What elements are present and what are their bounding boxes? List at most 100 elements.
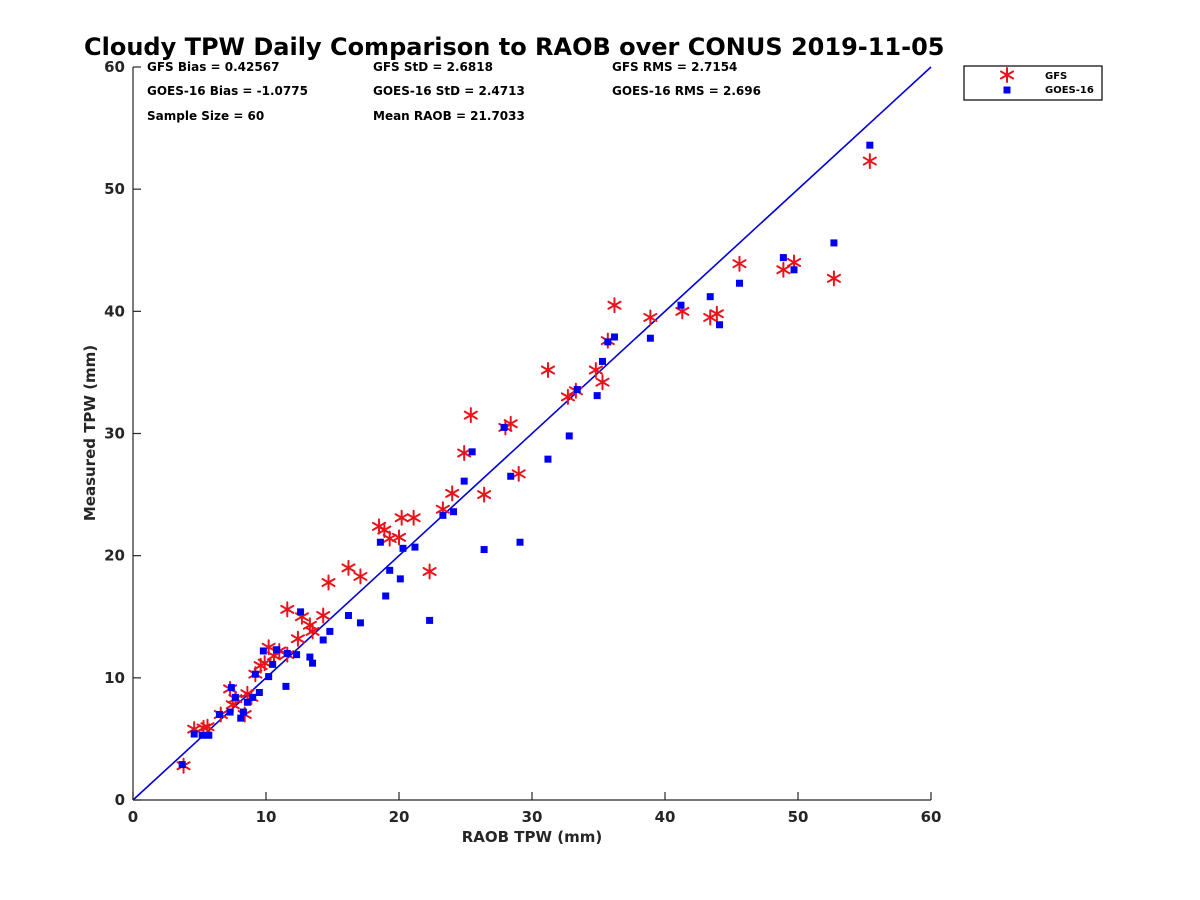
gfs-data-point — [463, 407, 478, 424]
axes: 0 10 20 30 40 50 60 0 10 20 30 40 50 60 — [104, 58, 941, 826]
legend-goes16-square — [1003, 86, 1011, 94]
goes16-data-point — [593, 392, 601, 400]
gfs-data-point — [732, 255, 747, 272]
goes16-data-point — [376, 538, 384, 546]
gfs-data-point — [257, 655, 272, 672]
goes16-data-point — [565, 432, 573, 440]
goes16-data-point — [735, 279, 743, 287]
x-tick-label: 50 — [788, 808, 809, 826]
goes16-data-point — [306, 653, 314, 661]
goes16-rms-stat: GOES-16 RMS = 2.696 — [612, 84, 761, 98]
goes16-data-point — [273, 646, 281, 654]
goes16-std-stat: GOES-16 StD = 2.4713 — [373, 84, 525, 98]
goes16-data-point — [604, 338, 612, 346]
x-tick-label: 10 — [256, 808, 277, 826]
goes16-data-point — [297, 608, 305, 616]
goes16-data-point — [198, 731, 206, 739]
goes16-data-point — [237, 714, 245, 722]
goes16-data-point — [255, 688, 263, 696]
x-tick-label: 60 — [921, 808, 942, 826]
gfs-data-point — [607, 297, 622, 314]
gfs-data-point — [826, 270, 841, 287]
goes16-data-point — [716, 321, 724, 329]
legend-gfs-label: GFS — [1045, 71, 1067, 82]
gfs-data-point — [422, 563, 437, 580]
gfs-data-point — [776, 261, 791, 278]
goes16-data-point — [226, 708, 234, 716]
goes16-data-point — [382, 592, 390, 600]
gfs-data-point — [595, 374, 610, 391]
goes16-data-point — [790, 266, 798, 274]
gfs-bias-stat: GFS Bias = 0.42567 — [147, 60, 279, 74]
x-tick-label: 0 — [128, 808, 138, 826]
goes16-data-point — [396, 575, 404, 583]
gfs-data-point — [588, 361, 603, 378]
goes16-data-point — [386, 566, 394, 574]
y-tick-label: 0 — [115, 791, 125, 809]
gfs-data-point — [321, 574, 336, 591]
goes16-data-point — [309, 659, 317, 667]
x-axis-label: RAOB TPW (mm) — [462, 828, 603, 846]
mean-raob-stat: Mean RAOB = 21.7033 — [373, 109, 525, 123]
goes16-data-point — [544, 455, 552, 463]
gfs-data-point — [862, 153, 877, 170]
y-tick-label: 60 — [104, 58, 125, 76]
gfs-data-point — [341, 559, 356, 576]
x-tick-label: 20 — [389, 808, 410, 826]
gfs-data-point — [305, 623, 320, 640]
legend: GFS GOES-16 — [963, 65, 1103, 101]
goes16-data-point — [706, 293, 714, 301]
goes16-data-point — [450, 508, 458, 516]
goes16-data-point — [439, 511, 447, 519]
y-tick-label: 40 — [104, 302, 125, 320]
goes16-data-point — [282, 682, 290, 690]
y-tick-label: 20 — [104, 547, 125, 565]
goes16-data-point — [326, 627, 334, 635]
legend-gfs-marker — [999, 67, 1015, 83]
goes16-data-point — [243, 698, 251, 706]
goes16-data-point — [573, 386, 581, 394]
chart-title: Cloudy TPW Daily Comparison to RAOB over… — [84, 33, 944, 61]
legend-gfs-asterisk — [999, 67, 1015, 83]
gfs-data-point — [200, 718, 215, 735]
goes16-data-point — [227, 684, 235, 692]
gfs-data-point — [394, 509, 409, 526]
y-axis-label: Measured TPW (mm) — [81, 345, 99, 521]
goes16-data-point — [344, 612, 352, 620]
y-tick-label: 30 — [104, 425, 125, 443]
gfs-data-point — [391, 529, 407, 546]
goes16-data-point — [779, 254, 787, 262]
goes16-data-point — [259, 647, 267, 655]
goes16-data-point — [480, 546, 488, 554]
goes16-data-point — [460, 477, 468, 485]
goes16-data-point — [426, 616, 434, 624]
gfs-data-point — [560, 388, 575, 405]
gfs-data-point — [290, 630, 305, 647]
goes16-data-point — [610, 333, 618, 341]
gfs-data-point — [477, 486, 492, 503]
goes16-data-point — [178, 761, 186, 769]
goes16-data-point — [830, 239, 838, 247]
gfs-data-point — [445, 485, 460, 502]
y-tick-label: 50 — [104, 180, 125, 198]
gfs-data-point — [457, 445, 472, 462]
legend-goes16-label: GOES-16 — [1045, 85, 1094, 96]
goes16-data-point — [205, 731, 213, 739]
x-tick-label: 40 — [655, 808, 676, 826]
gfs-std-stat: GFS StD = 2.6818 — [373, 60, 493, 74]
gfs-data-point — [643, 309, 658, 326]
goes16-data-point — [269, 660, 277, 668]
goes16-data-point — [468, 448, 476, 456]
legend-goes16-marker — [1003, 86, 1011, 94]
gfs-data-point — [316, 607, 331, 624]
goes16-data-point — [411, 543, 419, 551]
gfs-series — [176, 153, 877, 774]
goes16-data-point — [283, 649, 291, 657]
goes16-data-point — [251, 670, 259, 678]
goes16-data-point — [598, 357, 606, 365]
gfs-data-point — [353, 568, 368, 585]
goes16-data-point — [265, 673, 273, 681]
goes16-data-point — [646, 334, 654, 342]
goes16-data-point — [215, 710, 223, 718]
